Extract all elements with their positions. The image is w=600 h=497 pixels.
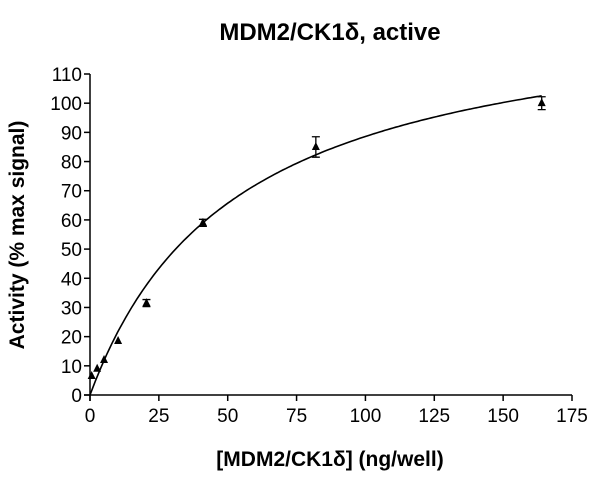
y-tick-label: 40 [61,269,82,290]
x-tick-label: 50 [217,406,238,427]
data-point [311,141,320,150]
data-point [537,98,546,107]
y-tick-label: 80 [61,153,82,174]
y-tick-label: 30 [61,298,82,319]
data-point [198,217,207,226]
data-point [87,371,96,380]
y-tick-label: 0 [71,386,82,407]
x-tick-label: 0 [85,406,96,427]
data-point [93,363,102,372]
x-tick-label: 25 [148,406,169,427]
x-tick-label: 175 [556,406,588,427]
y-tick-label: 50 [61,240,82,261]
y-tick-label: 60 [61,211,82,232]
x-tick-label: 100 [350,406,382,427]
data-point [142,298,151,307]
x-axis-label: [MDM2/CK1δ] (ng/well) [216,448,443,471]
y-tick-label: 70 [61,182,82,203]
y-tick-label: 110 [52,65,82,86]
y-tick-label: 10 [61,357,82,378]
data-point [114,336,123,345]
chart-title: MDM2/CK1δ, active [219,19,440,46]
data-marks [87,95,546,396]
data-point [100,354,109,363]
axes: 0 10 20 30 40 50 60 70 80 90 100 110 0 25 50 75 100 125 15… [50,65,588,427]
x-tick-label: 150 [487,406,519,427]
y-tick-label: 100 [50,94,82,115]
y-axis-label: Activity (% max signal) [6,121,29,350]
y-tick-label: 20 [61,328,82,349]
x-tick-label: 75 [286,406,307,427]
x-tick-label: 125 [418,406,450,427]
y-tick-label: 90 [61,123,82,144]
